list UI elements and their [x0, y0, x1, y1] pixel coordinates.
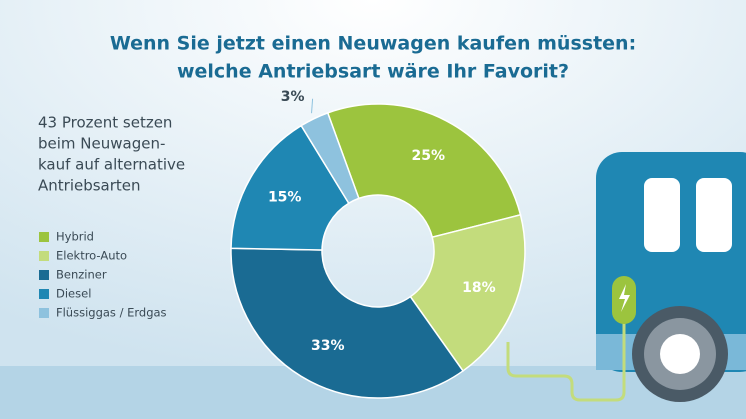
donut-slice: [409, 213, 526, 372]
legend-label: Benziner: [56, 268, 107, 282]
donut-slice: [230, 124, 350, 251]
legend-swatch: [39, 232, 49, 242]
legend-swatch: [39, 270, 49, 280]
bus-illustration: [506, 152, 746, 402]
annotation: kauf auf alternative: [38, 156, 185, 174]
legend-label: Elektro-Auto: [56, 249, 127, 263]
legend-label: Flüssiggas / Erdgas: [56, 306, 167, 320]
chart-title: welche Antriebsart wäre Ihr Favorit?: [177, 61, 569, 83]
chart-title: Wenn Sie jetzt einen Neuwagen kaufen müs…: [110, 33, 636, 55]
donut-slice: [326, 103, 522, 239]
annotation: beim Neuwagen-: [38, 135, 165, 153]
annotation: 43 Prozent setzen: [38, 114, 172, 132]
leader-line: [311, 98, 314, 114]
data-label: 15%: [268, 190, 302, 206]
legend-swatch: [39, 289, 49, 299]
legend-swatch: [39, 308, 49, 318]
data-label: 18%: [462, 280, 496, 296]
data-label: 3%: [281, 89, 305, 105]
data-label: 25%: [411, 148, 445, 164]
legend-label: Diesel: [56, 287, 91, 301]
annotation: Antriebsarten: [38, 177, 141, 195]
legend-label: Hybrid: [56, 230, 94, 244]
data-label: 33%: [311, 338, 345, 354]
donut-slice: [230, 247, 465, 399]
donut-slice: [300, 111, 360, 205]
legend-swatch: [39, 251, 49, 261]
